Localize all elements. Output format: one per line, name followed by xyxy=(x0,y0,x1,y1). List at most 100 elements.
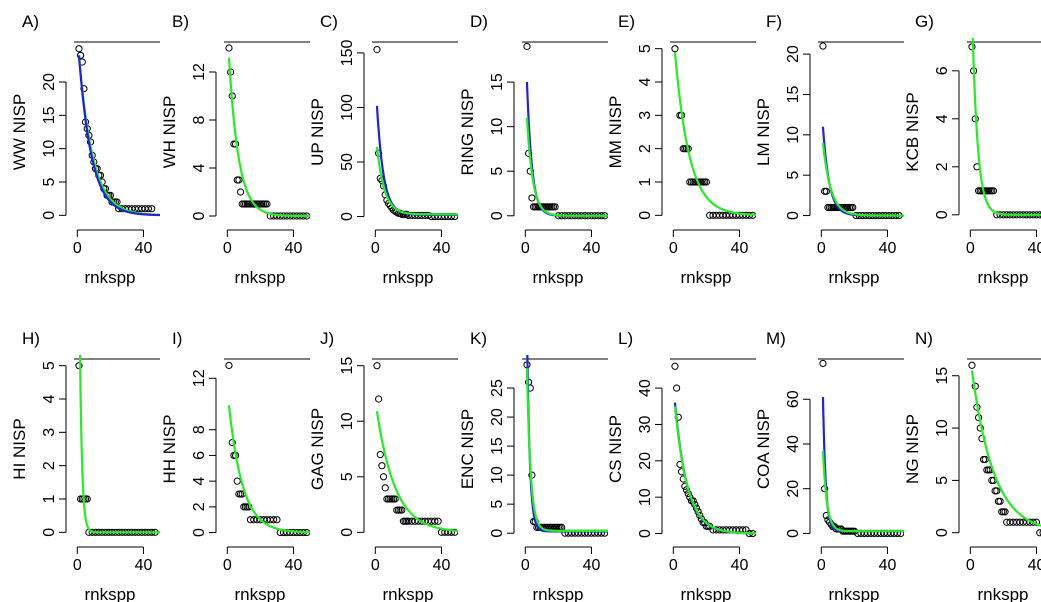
x-tick-label: 0 xyxy=(669,240,678,257)
data-point xyxy=(225,44,233,52)
y-tick-label: 0 xyxy=(489,529,506,538)
y-tick-label: 20 xyxy=(785,45,802,63)
panel-label: H) xyxy=(22,329,40,348)
power-fit-curve xyxy=(77,55,160,216)
y-tick-label: 10 xyxy=(934,419,951,437)
power-fit-curve xyxy=(821,142,904,217)
data-point xyxy=(523,42,531,51)
power-fit-curve xyxy=(227,57,310,218)
x-axis-label: rnkspp xyxy=(234,268,285,287)
y-tick-label: 0 xyxy=(637,211,654,220)
data-point xyxy=(376,450,384,459)
power-fit-curve xyxy=(673,406,756,535)
y-tick-label: 2 xyxy=(934,162,951,171)
y-tick-label: 4 xyxy=(934,114,951,123)
data-point xyxy=(989,187,998,195)
y-tick-label: 0 xyxy=(637,529,654,538)
points-layer xyxy=(373,362,458,536)
points-layer xyxy=(968,43,1041,219)
data-point xyxy=(144,205,153,213)
y-axis-label: WH NISP xyxy=(160,96,179,169)
y-tick-label: 2 xyxy=(41,461,58,470)
x-tick-label: 40 xyxy=(1028,240,1041,257)
y-tick-label: 4 xyxy=(637,77,654,86)
panel-label: A) xyxy=(22,12,39,31)
y-axis-label: COA NISP xyxy=(754,409,773,489)
panel-label: N) xyxy=(915,329,933,348)
points-layer xyxy=(75,362,159,536)
y-tick-label: 6 xyxy=(191,451,208,460)
data-point xyxy=(233,477,241,485)
y-tick-label: 5 xyxy=(637,44,654,53)
points-layer xyxy=(225,44,310,220)
y-tick-label: 2 xyxy=(191,502,208,511)
x-tick-label: 0 xyxy=(73,557,82,574)
y-tick-label: 25 xyxy=(489,379,506,397)
y-tick-label: 30 xyxy=(637,415,654,433)
x-axis-label: rnkspp xyxy=(382,268,433,287)
exponential-fit-curve xyxy=(673,402,756,535)
data-point xyxy=(77,51,85,59)
y-tick-label: 15 xyxy=(785,85,802,103)
y-tick-label: 3 xyxy=(637,111,654,120)
y-tick-label: 10 xyxy=(489,466,506,484)
x-axis-label: rnkspp xyxy=(977,268,1028,287)
points-layer xyxy=(671,362,756,538)
data-point xyxy=(671,45,679,53)
y-tick-label: 5 xyxy=(489,500,506,509)
panel-label: C) xyxy=(320,12,338,31)
y-axis-label: CS NISP xyxy=(606,415,625,483)
data-point xyxy=(968,361,976,369)
data-point xyxy=(263,200,271,208)
data-point xyxy=(551,203,559,211)
x-tick-label: 40 xyxy=(1028,557,1041,574)
y-tick-label: 15 xyxy=(489,73,506,91)
power-fit-curve xyxy=(227,405,310,534)
data-point xyxy=(270,516,278,524)
x-tick-label: 0 xyxy=(223,557,232,574)
panel-label: M) xyxy=(766,329,786,348)
y-tick-label: 0 xyxy=(41,528,58,537)
x-tick-label: 40 xyxy=(135,240,153,257)
data-point xyxy=(80,85,88,93)
power-fit-curve xyxy=(821,450,904,533)
x-tick-label: 0 xyxy=(371,557,380,574)
y-tick-label: 5 xyxy=(339,472,356,481)
data-point xyxy=(822,187,830,195)
y-tick-label: 0 xyxy=(339,212,356,221)
y-tick-label: 10 xyxy=(489,118,506,136)
x-tick-label: 0 xyxy=(521,557,530,574)
y-axis-label: MM NISP xyxy=(606,96,625,169)
y-tick-label: 8 xyxy=(191,115,208,124)
data-point xyxy=(273,516,281,524)
panel-label: G) xyxy=(915,12,934,31)
y-tick-label: 20 xyxy=(41,73,58,91)
y-tick-label: 100 xyxy=(339,94,356,121)
data-point xyxy=(75,362,83,370)
y-axis-label: HI NISP xyxy=(10,418,29,479)
points-layer xyxy=(968,361,1041,537)
y-axis-label: HH NISP xyxy=(160,415,179,484)
y-axis-label: KCB NISP xyxy=(903,92,922,171)
x-tick-label: 40 xyxy=(285,557,303,574)
y-tick-label: 0 xyxy=(785,211,802,220)
data-point xyxy=(148,205,156,213)
y-tick-label: 40 xyxy=(785,435,802,453)
data-point xyxy=(381,484,389,492)
power-fit-curve xyxy=(375,411,458,532)
data-point xyxy=(819,359,827,368)
data-point xyxy=(819,42,827,50)
data-point xyxy=(431,517,439,525)
x-tick-label: 40 xyxy=(879,240,897,257)
data-point xyxy=(398,506,406,514)
y-axis-label: LM NISP xyxy=(754,98,773,166)
x-axis-label: rnkspp xyxy=(680,268,731,287)
panel-label: L) xyxy=(618,329,633,348)
x-tick-label: 0 xyxy=(223,240,232,257)
